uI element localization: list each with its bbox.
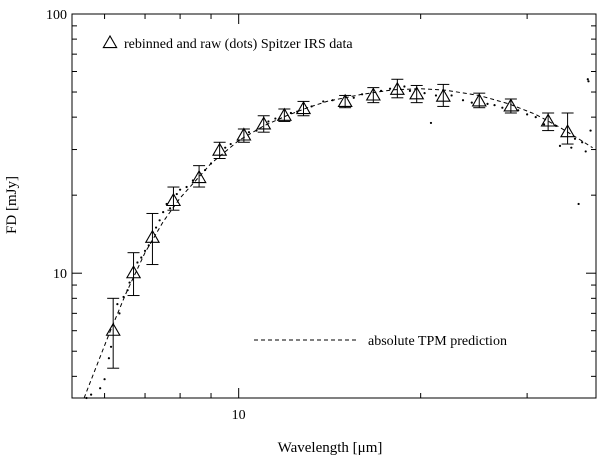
raw-data-dot	[379, 89, 383, 93]
data-point-triangle	[125, 265, 142, 279]
raw-data-dot	[310, 105, 313, 108]
data-point-triangle	[409, 86, 425, 100]
raw-data-dot	[158, 219, 161, 222]
raw-data-dot	[247, 131, 251, 134]
data-point-triangle	[191, 169, 207, 184]
data-point-triangle	[365, 87, 381, 101]
raw-data-dot	[423, 92, 426, 95]
raw-data-dot	[143, 249, 147, 252]
raw-data-dot	[209, 162, 213, 165]
legend: rebinned and raw (dots) Spitzer IRS data…	[102, 34, 507, 349]
raw-data-dot	[501, 106, 504, 109]
data-point-triangle	[295, 100, 312, 115]
raw-data-dot	[573, 137, 577, 140]
raw-data-dot	[224, 146, 227, 149]
raw-data-dot	[542, 123, 546, 126]
raw-data-dot	[526, 113, 529, 116]
data-point-triangle	[540, 113, 556, 127]
data-point-triangle	[389, 81, 405, 95]
x-axis-label: Wavelength [μm]	[278, 440, 383, 456]
data-point-triangle	[144, 229, 161, 243]
data-point-triangle	[105, 322, 121, 336]
y-tick-label: 100	[46, 8, 67, 23]
raw-data-dot	[255, 129, 258, 132]
raw-data-dot	[99, 387, 102, 390]
data-point-triangle	[236, 127, 252, 141]
data-point-triangle	[435, 88, 451, 102]
raw-data-dot	[178, 188, 182, 191]
raw-data-dot	[360, 93, 364, 96]
raw-data-dot	[107, 357, 111, 360]
y-axis-label: FD [mJy]	[4, 176, 20, 234]
raw-data-dot	[587, 80, 590, 83]
raw-data-dot	[118, 312, 121, 315]
raw-data-dot	[140, 256, 143, 259]
raw-data-dot	[586, 78, 589, 81]
raw-data-dot	[116, 302, 119, 306]
raw-data-dot	[331, 99, 334, 102]
legend-label-model: absolute TPM prediction	[368, 334, 507, 349]
x-tick-label: 10	[232, 408, 246, 423]
raw-data-dot	[403, 85, 406, 88]
raw-data-dot	[493, 104, 496, 107]
raw-data-dot	[450, 94, 453, 97]
raw-data-dot	[322, 100, 325, 103]
raw-data-dot	[162, 211, 165, 214]
data-point-triangle	[276, 107, 292, 121]
raw-data-dot	[90, 393, 93, 396]
raw-data-dot	[103, 378, 106, 381]
raw-data-dot	[584, 150, 587, 153]
data-point-triangle	[256, 116, 272, 130]
raw-data-dot	[175, 192, 178, 196]
legend-label-data: rebinned and raw (dots) Spitzer IRS data	[124, 37, 353, 52]
raw-data-dot	[470, 101, 473, 104]
data-point-triangle	[503, 98, 519, 112]
raw-data-dot	[289, 111, 292, 115]
raw-data-dot	[185, 185, 188, 189]
raw-data-dot	[126, 289, 129, 292]
raw-data-dot	[136, 261, 139, 264]
plot-area	[83, 78, 593, 400]
raw-data-dot	[122, 295, 125, 299]
raw-data-dot	[581, 141, 584, 144]
raw-data-dot	[352, 96, 355, 99]
data-point-triangle	[471, 93, 487, 107]
raw-data-dot	[461, 99, 465, 102]
raw-data-dot	[589, 129, 592, 132]
raw-data-dot	[558, 144, 562, 147]
raw-data-dot	[434, 94, 438, 97]
raw-data-dot	[429, 121, 433, 125]
raw-data-dot	[168, 207, 172, 210]
raw-data-dot	[109, 345, 113, 348]
raw-data-dot	[274, 117, 277, 120]
data-point-triangle	[337, 93, 353, 108]
raw-data-dot	[147, 244, 150, 247]
raw-data-dot	[204, 168, 207, 172]
raw-data-dot	[267, 120, 270, 123]
raw-data-dot	[128, 281, 131, 284]
legend-triangle-marker	[102, 34, 118, 49]
raw-data-dot	[229, 142, 232, 146]
raw-data-dot	[577, 202, 580, 206]
y-tick-label: 10	[53, 267, 67, 282]
series-line-tpm-prediction	[83, 88, 593, 399]
raw-data-dot	[570, 146, 573, 149]
plot-frame	[71, 13, 597, 399]
raw-data-dot	[408, 89, 412, 93]
axis-ticks: 10 10 100	[46, 8, 596, 423]
data-point-triangle	[165, 192, 182, 207]
raw-data-dot	[534, 116, 537, 119]
raw-data-dot	[486, 102, 489, 105]
raw-data-dot	[154, 226, 158, 229]
data-point-triangle	[212, 142, 228, 156]
data-point-triangle	[559, 124, 576, 138]
raw-data-dot	[388, 87, 392, 90]
